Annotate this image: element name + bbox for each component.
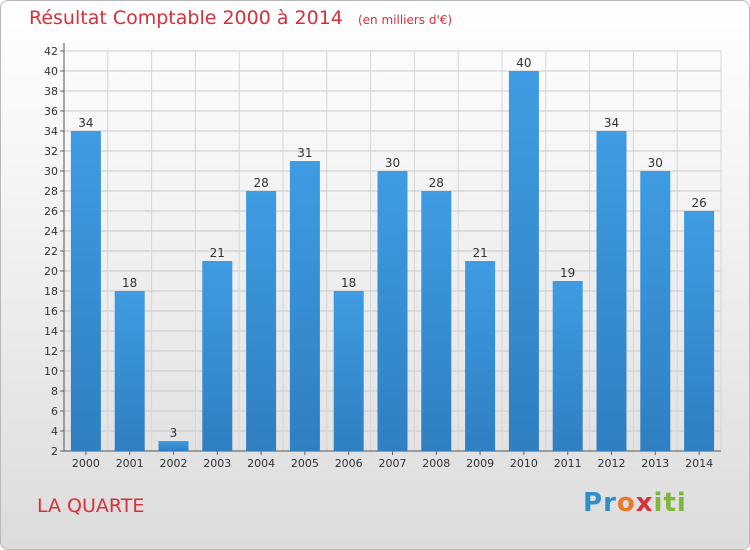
logo-letter: i [653,488,664,518]
bar [684,211,715,451]
y-tick-label: 8 [51,385,58,398]
logo-letter: t [663,488,677,518]
x-tick-label: 2012 [598,457,626,470]
x-tick-label: 2013 [641,457,669,470]
bar [114,291,145,451]
bar [70,131,101,451]
logo-letter: i [676,488,687,518]
chart-title: Résultat Comptable 2000 à 2014 [29,7,343,29]
x-tick-label: 2004 [247,457,275,470]
data-label: 18 [122,276,137,290]
proxiti-logo[interactable]: Proxiti [583,488,687,518]
y-tick-label: 28 [44,185,58,198]
data-label: 34 [604,116,619,130]
y-tick-label: 24 [44,225,58,238]
y-tick-label: 22 [44,245,58,258]
data-label: 19 [560,266,575,280]
y-tick-label: 6 [51,405,58,418]
bar [377,171,408,451]
data-labels: 34 18 3 21 28 31 18 30 28 21 40 19 34 30 26 [78,56,706,440]
data-label: 31 [297,146,312,160]
x-tick-label: 2001 [116,457,144,470]
y-tick-label: 40 [44,65,58,78]
data-label: 28 [253,176,268,190]
axes: 2468101214161820222426283032343638404220… [44,43,721,470]
y-tick-label: 26 [44,205,58,218]
y-tick-label: 42 [44,45,58,58]
commune-name: LA QUARTE [37,495,145,517]
x-tick-label: 2007 [379,457,407,470]
logo-letter: P [583,488,604,518]
bar [333,291,364,451]
y-tick-label: 36 [44,105,58,118]
x-tick-label: 2003 [203,457,231,470]
title-block: Résultat Comptable 2000 à 2014 (en milli… [29,7,452,29]
bar [246,191,277,451]
y-tick-label: 14 [44,325,58,338]
bar [596,131,627,451]
bar [289,161,320,451]
y-tick-label: 2 [51,445,58,458]
x-tick-label: 2009 [466,457,494,470]
x-tick-label: 2014 [685,457,713,470]
data-label: 30 [648,156,663,170]
y-tick-label: 30 [44,165,58,178]
data-label: 28 [429,176,444,190]
chart-subtitle: (en milliers d'€) [357,13,453,27]
logo-letter: x [635,488,654,518]
logo-letter: o [616,488,636,518]
y-tick-label: 38 [44,85,58,98]
data-label: 30 [385,156,400,170]
x-tick-label: 2006 [335,457,363,470]
bar [508,71,539,451]
bar [465,261,496,451]
logo-letter: r [603,488,617,518]
bar [640,171,671,451]
data-label: 18 [341,276,356,290]
x-tick-label: 2010 [510,457,538,470]
y-tick-label: 32 [44,145,58,158]
bar [552,281,583,451]
data-label: 21 [210,246,225,260]
x-tick-label: 2011 [554,457,582,470]
x-tick-label: 2000 [72,457,100,470]
data-label: 40 [516,56,531,70]
x-tick-label: 2008 [422,457,450,470]
y-tick-label: 16 [44,305,58,318]
y-tick-label: 18 [44,285,58,298]
bar [202,261,233,451]
data-label: 34 [78,116,93,130]
data-label: 26 [691,196,706,210]
bar [158,441,189,451]
data-label: 21 [472,246,487,260]
bars [70,71,715,451]
y-tick-label: 34 [44,125,58,138]
data-label: 3 [170,426,178,440]
y-tick-label: 4 [51,425,58,438]
bar [421,191,452,451]
y-tick-label: 10 [44,365,58,378]
y-tick-label: 12 [44,345,58,358]
x-tick-label: 2005 [291,457,319,470]
x-tick-label: 2002 [160,457,188,470]
y-tick-label: 20 [44,265,58,278]
